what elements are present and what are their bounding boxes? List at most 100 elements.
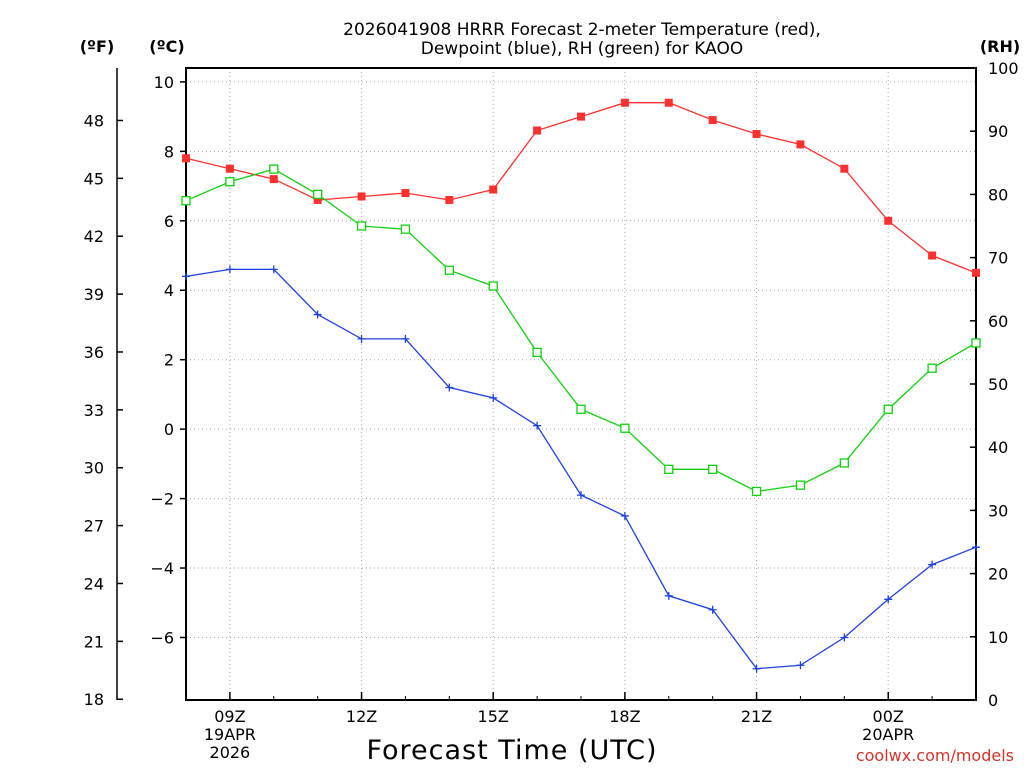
2-meter-temperature-point	[313, 195, 322, 204]
dewpoint-point	[708, 605, 717, 614]
2-meter-temperature-point	[357, 192, 366, 201]
dewpoint-point	[577, 491, 585, 500]
2-meter-temperature-point	[972, 268, 980, 277]
time-tick-label: 19APR	[204, 725, 256, 744]
rh-unit-label: (RH)	[980, 37, 1020, 56]
rh-tick-label: 100	[988, 59, 1019, 78]
celsius-tick-label: 0	[164, 420, 174, 439]
series-layer	[181, 98, 981, 673]
relative-humidity-point	[883, 404, 893, 414]
dewpoint-point	[182, 272, 190, 281]
dewpoint-point	[445, 383, 454, 392]
time-tick-label: 18Z	[609, 707, 640, 726]
celsius-tick-label: −2	[150, 490, 174, 509]
dewpoint-point	[840, 633, 849, 642]
dewpoint-point	[796, 661, 805, 670]
x-axis-title: Forecast Time (UTC)	[366, 735, 657, 766]
2-meter-temperature-point	[620, 98, 629, 107]
2-meter-temperature-point	[664, 98, 673, 107]
relative-humidity-point	[444, 265, 454, 275]
credit-watermark: coolwx.com/models	[856, 746, 1014, 765]
dewpoint-point	[357, 334, 366, 343]
2-meter-temperature-point	[533, 126, 542, 135]
dewpoint-point	[489, 393, 498, 402]
relative-humidity-point	[225, 177, 235, 187]
celsius-axis: 10 8 6 4 2 0 −2 −4 −6	[150, 73, 186, 647]
2-meter-temperature-point	[401, 189, 410, 198]
dewpoint-point	[928, 560, 937, 569]
time-tick-label: 2026	[210, 743, 251, 762]
fahrenheit-tick-label: 24	[84, 574, 104, 593]
rh-tick-label: 40	[988, 438, 1008, 457]
relative-humidity-point	[839, 458, 849, 468]
fahrenheit-tick-label: 39	[84, 285, 104, 304]
relative-humidity-point	[400, 224, 411, 234]
dewpoint-point	[533, 421, 542, 430]
relative-humidity-point	[181, 196, 191, 206]
fahrenheit-axis: 48 45 42 39 36 33 30 27 24 21 18	[84, 111, 123, 709]
celsius-tick-label: 10	[154, 73, 174, 92]
celsius-tick-label: 2	[164, 351, 174, 370]
relative-humidity-point	[313, 189, 323, 200]
2-meter-temperature-point	[708, 116, 717, 125]
fahrenheit-tick-label: 36	[84, 343, 104, 362]
rh-tick-label: 10	[988, 628, 1008, 647]
rh-tick-label: 60	[988, 312, 1008, 331]
relative-humidity-point	[269, 164, 279, 174]
time-tick-label: 15Z	[478, 707, 509, 726]
fahrenheit-tick-label: 33	[84, 401, 104, 420]
celsius-tick-label: −4	[150, 559, 174, 578]
2-meter-temperature-line	[185, 102, 977, 274]
rh-tick-label: 20	[988, 565, 1008, 584]
celsius-tick-label: −6	[150, 628, 174, 647]
relative-humidity-point	[971, 338, 981, 348]
time-tick-label: 12Z	[346, 707, 377, 726]
fahrenheit-tick-label: 30	[84, 459, 104, 478]
rh-tick-label: 80	[988, 185, 1008, 204]
celsius-tick-label: 4	[164, 281, 174, 300]
2-meter-temperature-point	[884, 216, 893, 225]
celsius-tick-label: 6	[164, 212, 174, 231]
2-meter-temperature-point	[489, 185, 498, 194]
dewpoint-point	[620, 511, 629, 520]
2-meter-temperature-point	[752, 129, 761, 138]
rh-tick-label: 50	[988, 375, 1008, 394]
dewpoint-point	[972, 543, 980, 552]
celsius-tick-label: 8	[164, 142, 174, 161]
relative-humidity-point	[795, 480, 806, 490]
2-meter-temperature-point	[225, 164, 234, 173]
time-tick-label: 00Z	[873, 707, 904, 726]
relative-humidity-point	[751, 486, 762, 497]
dewpoint-point	[313, 310, 322, 319]
rh-tick-label: 90	[988, 122, 1008, 141]
plot-frame	[185, 67, 977, 701]
time-tick-label: 21Z	[741, 707, 772, 726]
dewpoint-point	[752, 664, 761, 673]
2-meter-temperature-point	[928, 251, 937, 260]
chart-title-line1: 2026041908 HRRR Forecast 2-meter Tempera…	[343, 20, 821, 40]
fahrenheit-tick-label: 21	[84, 632, 104, 651]
2-meter-temperature-point	[269, 175, 278, 184]
chart-title-line2: Dewpoint (blue), RH (green) for KAOO	[421, 39, 744, 59]
fahrenheit-tick-label: 42	[84, 227, 104, 246]
relative-humidity-point	[927, 363, 937, 373]
relative-humidity-point	[576, 404, 586, 414]
time-tick-label: 09Z	[214, 707, 245, 726]
dewpoint-line	[185, 268, 977, 670]
relative-humidity-point	[356, 221, 367, 231]
rh-tick-label: 30	[988, 501, 1008, 520]
dewpoint-point	[401, 334, 410, 343]
2-meter-temperature-point	[182, 154, 190, 163]
2-meter-temperature-point	[577, 112, 585, 121]
dewpoint-point	[225, 265, 234, 274]
fahrenheit-unit-label: (ºF)	[80, 37, 115, 56]
rh-tick-label: 0	[988, 691, 998, 710]
dewpoint-point	[664, 591, 673, 600]
2-meter-temperature-point	[796, 140, 805, 149]
2-meter-temperature-point	[840, 164, 849, 173]
dewpoint-point	[884, 595, 893, 604]
relative-humidity-point	[664, 464, 674, 474]
